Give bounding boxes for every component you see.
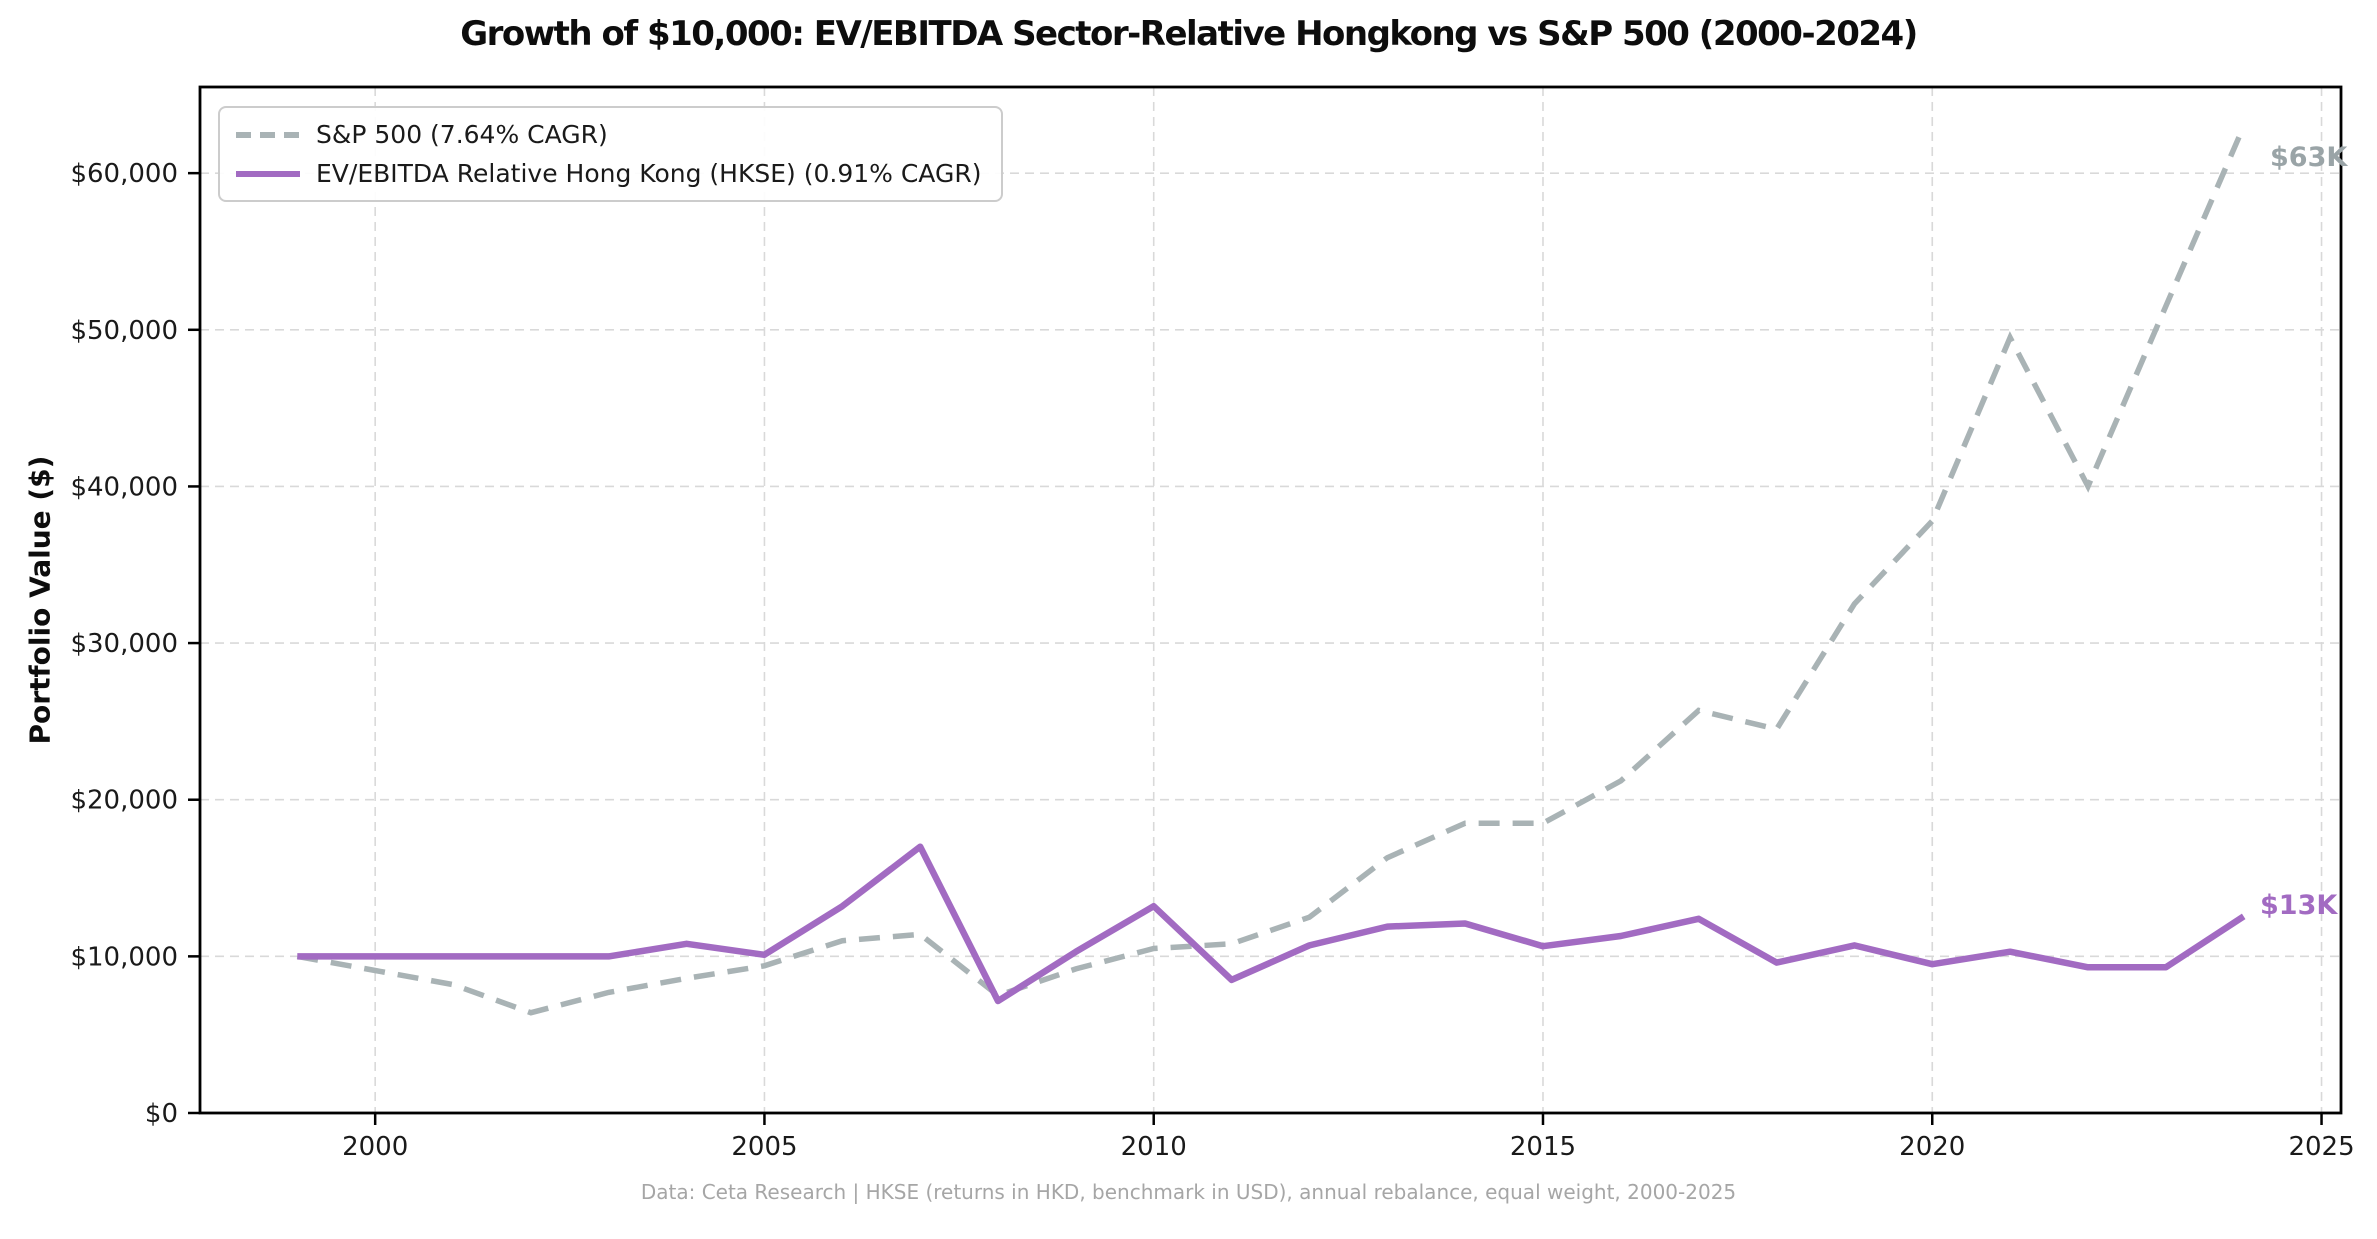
legend-item-sp500: S&P 500 (7.64% CAGR): [236, 120, 981, 149]
x-tick-label: 2015: [1510, 1132, 1576, 1162]
legend-label-sp500: S&P 500 (7.64% CAGR): [316, 120, 608, 149]
y-tick-label: $10,000: [70, 942, 178, 972]
x-tick-label: 2005: [731, 1132, 797, 1162]
y-tick-label: $0: [145, 1099, 178, 1129]
hk-line: [297, 843, 2246, 1005]
y-tick-label: $30,000: [70, 629, 178, 659]
x-tick-label: 2010: [1121, 1132, 1187, 1162]
x-tick-label: 2025: [2288, 1132, 2354, 1162]
y-tick-label: $60,000: [70, 159, 178, 189]
y-tick-label: $20,000: [70, 786, 178, 816]
sp500-line: [296, 125, 2247, 1016]
y-tick-label: $50,000: [70, 316, 178, 346]
data-source-note: Data: Ceta Research | HKSE (returns in H…: [640, 1180, 1737, 1204]
legend-item-hk: EV/EBITDA Relative Hong Kong (HKSE) (0.9…: [236, 159, 981, 188]
hk-end-value-label: $13K: [2260, 890, 2338, 921]
sp500-line-swatch: [236, 131, 300, 138]
sp500-end-value-label: $63K: [2270, 142, 2348, 173]
y-tick-label: $40,000: [70, 472, 178, 502]
axes-frame: [198, 85, 2343, 1115]
hk-line-swatch: [236, 170, 300, 177]
legend: S&P 500 (7.64% CAGR) EV/EBITDA Relative …: [218, 106, 1004, 202]
x-tick-label: 2000: [342, 1132, 408, 1162]
x-tick-label: 2020: [1899, 1132, 1965, 1162]
legend-label-hk: EV/EBITDA Relative Hong Kong (HKSE) (0.9…: [316, 159, 982, 188]
chart-title: Growth of $10,000: EV/EBITDA Sector-Rela…: [460, 14, 1918, 54]
